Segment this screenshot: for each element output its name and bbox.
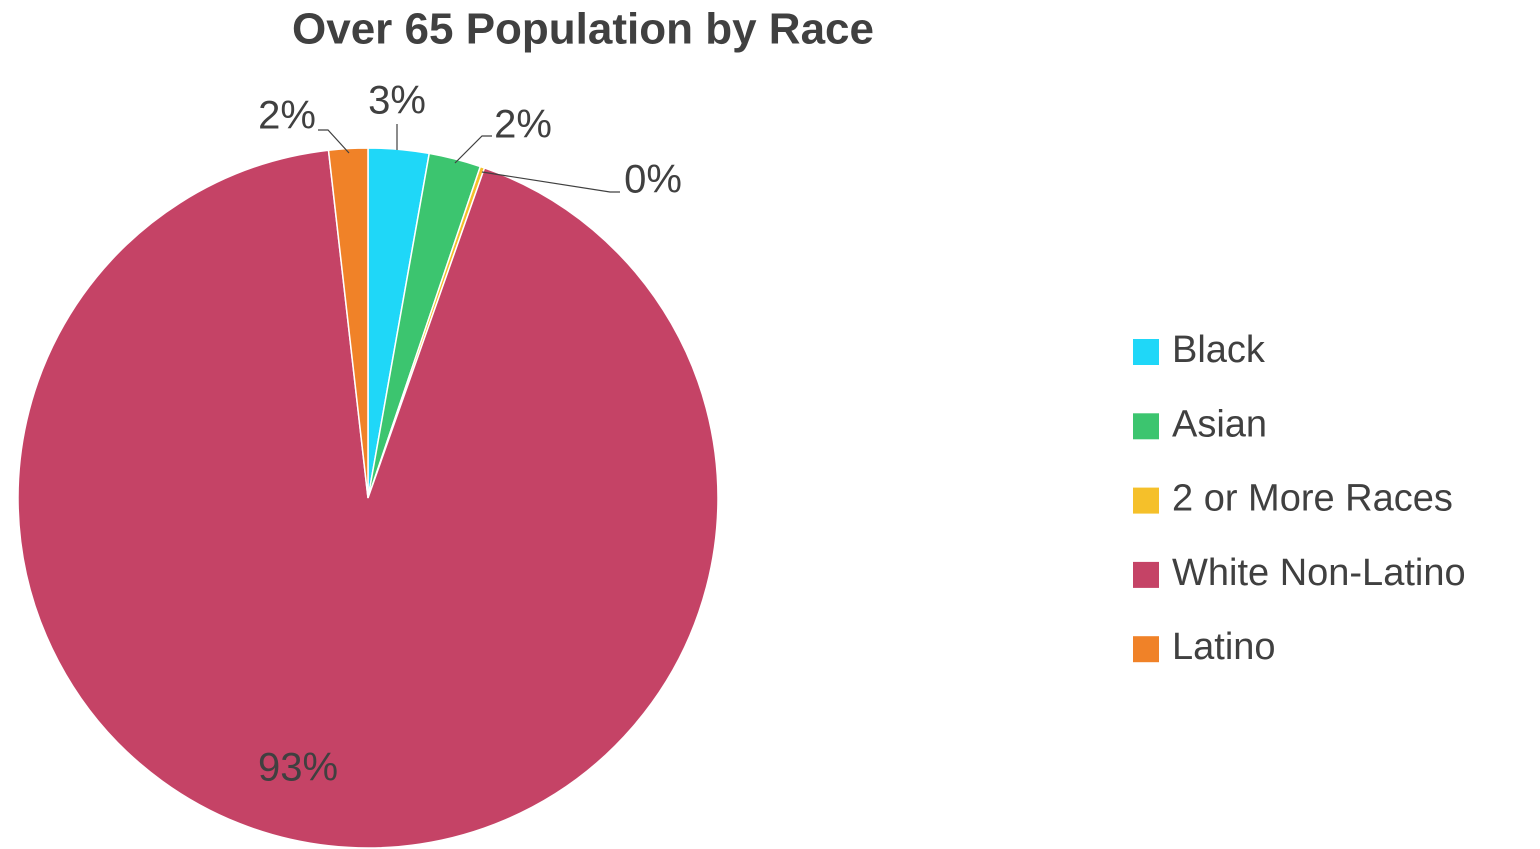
chart-title: Over 65 Population by Race bbox=[292, 5, 874, 54]
legend-swatch bbox=[1133, 561, 1159, 588]
legend-label: White Non-Latino bbox=[1172, 552, 1466, 594]
legend-label: Asian bbox=[1172, 403, 1267, 445]
legend-label: Latino bbox=[1172, 626, 1276, 668]
legend-swatch bbox=[1133, 487, 1159, 514]
leader-line bbox=[454, 135, 492, 164]
legend-swatch bbox=[1133, 339, 1159, 365]
legend-label: 2 or More Races bbox=[1172, 478, 1453, 520]
data-label: 2% bbox=[258, 94, 316, 138]
legend-swatch bbox=[1133, 636, 1159, 663]
data-label: 2% bbox=[494, 103, 552, 147]
pie-slice bbox=[17, 149, 719, 849]
leader-line bbox=[318, 129, 350, 154]
data-label: 93% bbox=[258, 746, 338, 790]
leader-line bbox=[481, 171, 620, 193]
pie-slice bbox=[327, 147, 369, 499]
legend-label: Black bbox=[1172, 329, 1266, 371]
data-label: 0% bbox=[624, 158, 682, 202]
data-label: 3% bbox=[368, 79, 426, 123]
legend-swatch bbox=[1133, 413, 1159, 440]
